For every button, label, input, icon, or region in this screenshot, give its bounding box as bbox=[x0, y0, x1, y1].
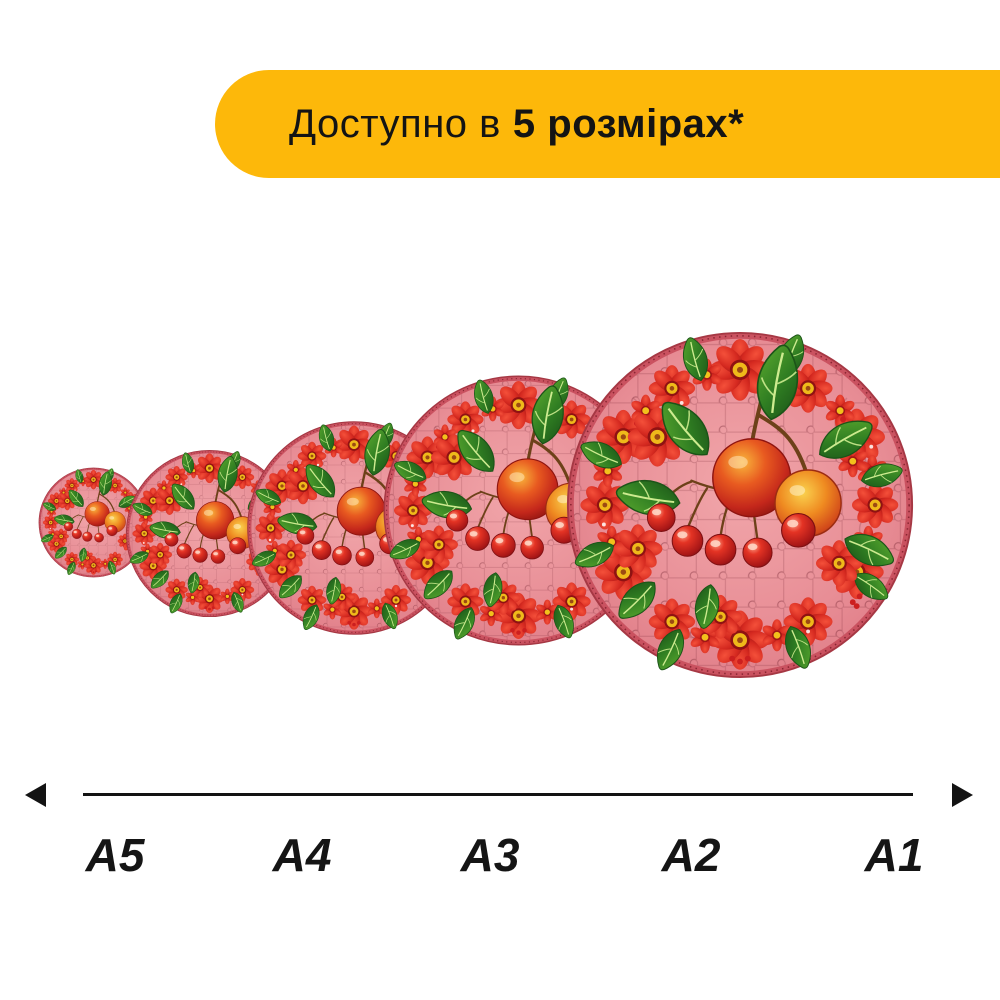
puzzle-size-a1 bbox=[565, 330, 915, 680]
scale-line bbox=[83, 793, 913, 796]
left-arrow-icon bbox=[25, 783, 46, 807]
right-arrow-icon bbox=[952, 783, 973, 807]
availability-banner: Доступно в 5 розмірах* bbox=[215, 70, 1000, 178]
size-label-a1: A1 bbox=[864, 829, 924, 881]
size-label-a2: A2 bbox=[661, 829, 721, 881]
size-label-a5: A5 bbox=[85, 829, 145, 881]
size-label-a4: A4 bbox=[272, 829, 332, 881]
banner-text-regular: Доступно в bbox=[289, 101, 501, 146]
size-label-a3: A3 bbox=[460, 829, 520, 881]
banner-text-bold: 5 розмірах* bbox=[512, 101, 745, 146]
